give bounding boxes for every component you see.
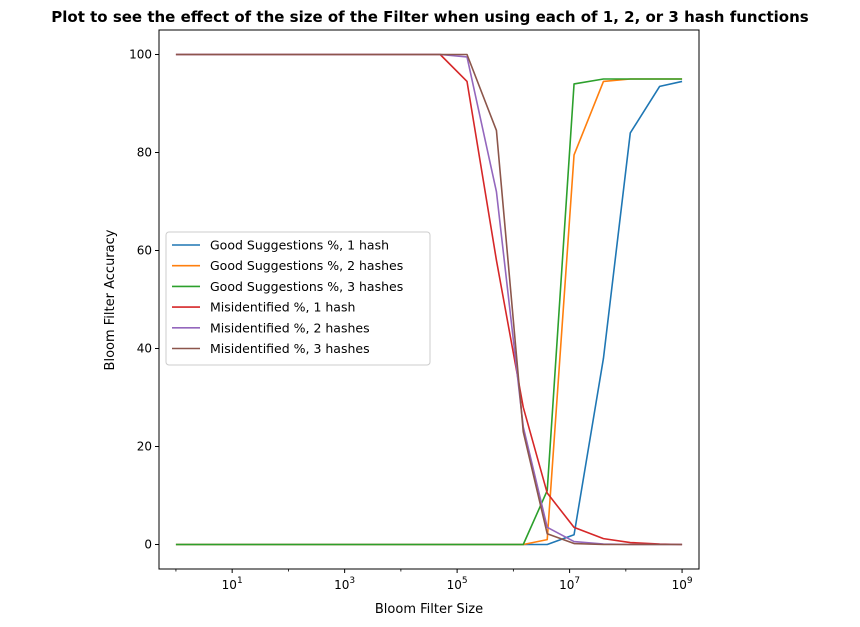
y-tick-label: 80 xyxy=(137,146,152,160)
legend-entry: Misidentified %, 3 hashes xyxy=(210,341,370,356)
x-tick-label: 107 xyxy=(559,576,580,592)
series-line-4 xyxy=(175,53,683,546)
y-tick-label: 40 xyxy=(137,342,152,356)
plot-frame xyxy=(158,29,700,570)
y-tick-label: 100 xyxy=(129,48,152,62)
legend-entry: Misidentified %, 2 hashes xyxy=(210,320,370,335)
legend-entry: Good Suggestions %, 3 hashes xyxy=(210,279,403,294)
axis-ticks: 0 20 40 60 80 100 101 103 105 107 109 xyxy=(129,48,693,593)
y-tick-label: 0 xyxy=(144,538,152,552)
series-line-6 xyxy=(175,53,683,546)
series-lines xyxy=(175,53,683,546)
y-tick-label: 60 xyxy=(137,244,152,258)
chart-title: Plot to see the effect of the size of th… xyxy=(51,8,808,26)
y-tick-label: 20 xyxy=(137,440,152,454)
legend: Good Suggestions %, 1 hash Good Suggestio… xyxy=(165,231,431,366)
x-tick-label: 101 xyxy=(222,576,243,592)
x-axis-label: Bloom Filter Size xyxy=(375,602,483,617)
x-tick-label: 105 xyxy=(447,576,468,592)
x-tick-label: 103 xyxy=(334,576,355,592)
y-axis-label: Bloom Filter Accuracy xyxy=(103,229,118,370)
legend-entry: Misidentified %, 1 hash xyxy=(210,300,355,315)
legend-box xyxy=(165,231,431,366)
legend-entry: Good Suggestions %, 2 hashes xyxy=(210,258,403,273)
x-tick-label: 109 xyxy=(672,576,693,592)
legend-entry: Good Suggestions %, 1 hash xyxy=(210,238,389,253)
